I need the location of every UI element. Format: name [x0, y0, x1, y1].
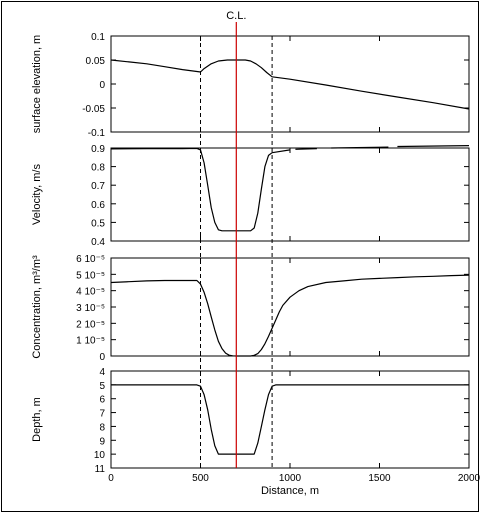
y-tick-label: 10 [94, 450, 106, 461]
x-tick-label: 1000 [279, 473, 302, 484]
panel-4-frame [110, 370, 470, 469]
y-tick-label: 11 [95, 464, 106, 475]
series-line [397, 145, 470, 148]
y-tick-label: 0.9 [91, 144, 105, 155]
series-line [110, 147, 291, 232]
y-axis-label: Concentration, m³/m³ [31, 255, 43, 359]
x-tick-label: 1500 [368, 473, 391, 484]
panel-2-frame [110, 147, 470, 242]
panel-1-frame [110, 35, 470, 133]
panel-3: 0 1 10⁻⁵ 2 10⁻⁵ 3 10⁻⁵ 4 10⁻⁵ 5 10⁻⁵ 6 10⁻⁵ Con… [31, 254, 470, 363]
panel-4: 4 5 6 7 8 9 10 11 Depth, m [31, 367, 470, 475]
series-line [295, 148, 317, 150]
y-tick-label: 0 [99, 352, 105, 363]
x-tick-label: 2000 [458, 473, 481, 484]
y-tick-label: 0 [99, 80, 105, 91]
y-tick-label: 6 10⁻⁵ [76, 254, 105, 265]
y-tick-label: 0.7 [91, 181, 105, 192]
series-line [110, 274, 470, 357]
centerline-label: C.L. [226, 10, 246, 22]
series-line [111, 384, 469, 455]
y-tick-label: 4 [99, 367, 105, 378]
y-tick-label: 7 [99, 409, 105, 420]
y-axis-label: Depth, m [31, 397, 43, 442]
panel-1: -0.1 -0.05 0 0.05 0.1 surface elevation, m [31, 32, 470, 139]
y-tick-label: 5 10⁻⁵ [76, 270, 105, 281]
y-tick-label: 0.1 [91, 32, 105, 43]
y-tick-label: 1 10⁻⁵ [76, 336, 105, 347]
guide-lines [200, 22, 273, 468]
y-tick-label: 6 [99, 395, 105, 406]
panel-3-frame [110, 257, 470, 357]
series-line [110, 59, 470, 110]
y-tick-label: 3 10⁻⁵ [76, 303, 105, 314]
panels: -0.1 -0.05 0 0.05 0.1 surface elevation, m 0.4… [31, 32, 481, 484]
y-tick-label: 5 [99, 381, 105, 392]
x-axis-label: Distance, m [261, 485, 319, 497]
y-tick-label: 2 10⁻⁵ [76, 319, 105, 330]
x-tick-label: 0 [108, 473, 114, 484]
y-tick-label: 9 [99, 436, 105, 447]
y-tick-label: 0.5 [91, 218, 105, 229]
y-tick-label: 0.8 [91, 163, 105, 174]
y-tick-label: 8 [99, 422, 105, 433]
y-tick-label: 0.4 [91, 237, 105, 248]
y-axis-label: surface elevation, m [31, 35, 43, 133]
y-tick-label: -0.1 [88, 128, 106, 139]
y-axis-label: Velocity, m/s [31, 164, 43, 225]
x-tick-label: 500 [192, 473, 209, 484]
y-tick-label: 4 10⁻⁵ [76, 287, 105, 298]
y-tick-label: 0.6 [91, 200, 105, 211]
y-tick-label: 0.05 [86, 56, 106, 67]
series-line [331, 146, 389, 149]
y-tick-label: -0.05 [82, 104, 105, 115]
panel-2: 0.4 0.5 0.6 0.7 0.8 0.9 Velocity, m/s [31, 144, 470, 248]
